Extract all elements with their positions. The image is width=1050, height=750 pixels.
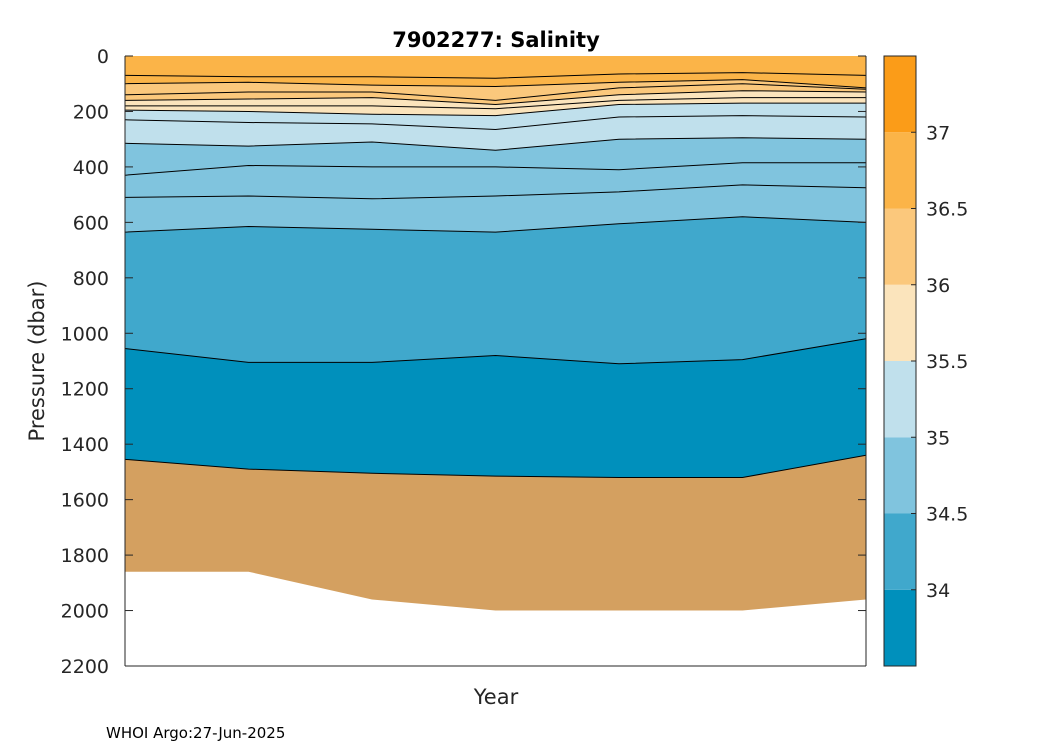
colorbar-tick-label: 34 (926, 580, 950, 602)
contour-isoline (124, 115, 867, 131)
y-tick-label: 200 (73, 101, 109, 123)
contour-isoline (124, 216, 867, 233)
y-tick-label: 2000 (61, 601, 109, 623)
contour-band (125, 83, 866, 105)
contour-band (125, 72, 866, 88)
contour-isoline (125, 97, 866, 110)
colorbar: 34 34.5 35 35.5 36 36.5 37 (883, 55, 968, 667)
contour-band (125, 338, 866, 478)
y-axis-label: Pressure (dbar) (25, 281, 49, 442)
colorbar-segment (884, 361, 916, 438)
colorbar-segment (884, 208, 916, 285)
contour-isoline (124, 184, 867, 200)
contour-isoline (124, 83, 867, 101)
contour-band (125, 115, 866, 151)
colorbar-segment (884, 132, 916, 209)
contour-isoline (124, 137, 867, 151)
y-tick-label: 1600 (61, 490, 109, 512)
x-axis-label: Year (473, 685, 519, 709)
colorbar-tick-label: 36.5 (926, 199, 968, 221)
y-tick-label: 1000 (61, 323, 109, 345)
contour-band (125, 79, 866, 101)
contour-band (125, 216, 866, 364)
colorbar-segment (884, 589, 916, 666)
y-axis: 0 200 400 600 800 1000 1200 1400 1600 1800 2000 220… (61, 46, 866, 678)
colorbar-tick-label: 35.5 (926, 351, 968, 373)
colorbar-segment (884, 437, 916, 514)
y-tick-label: 800 (73, 268, 109, 290)
y-tick-label: 1400 (61, 434, 109, 456)
contour-isoline (124, 102, 866, 117)
contour-isoline (124, 79, 867, 89)
colorbar-tick-label: 36 (926, 275, 950, 297)
contour-band (125, 56, 866, 79)
contour-isoline (124, 90, 867, 106)
contour-isoline (124, 454, 867, 478)
colorbar-tick-label: 35 (926, 427, 950, 449)
contour-band (125, 90, 866, 109)
contour-band (125, 97, 866, 116)
y-tick-label: 600 (73, 212, 109, 234)
colorbar-segment (884, 284, 916, 361)
contour-plot (124, 56, 867, 667)
footer-credit: WHOI Argo:27-Jun-2025 (106, 724, 286, 742)
colorbar-tick-label: 37 (926, 122, 950, 144)
contour-band (125, 162, 866, 199)
y-tick-label: 1800 (61, 545, 109, 567)
y-tick-label: 2200 (61, 656, 109, 678)
y-tick-label: 1200 (61, 379, 109, 401)
y-tick-label: 400 (73, 157, 109, 179)
contour-isoline (124, 338, 867, 365)
contour-band (125, 455, 866, 611)
chart-title: 7902277: Salinity (392, 28, 600, 52)
colorbar-segment (884, 513, 916, 590)
colorbar-tick-label: 34.5 (926, 504, 968, 526)
contour-isoline (124, 162, 866, 176)
colorbar-segment (884, 56, 916, 133)
y-tick-label: 0 (97, 46, 109, 68)
contour-isoline (124, 72, 867, 79)
